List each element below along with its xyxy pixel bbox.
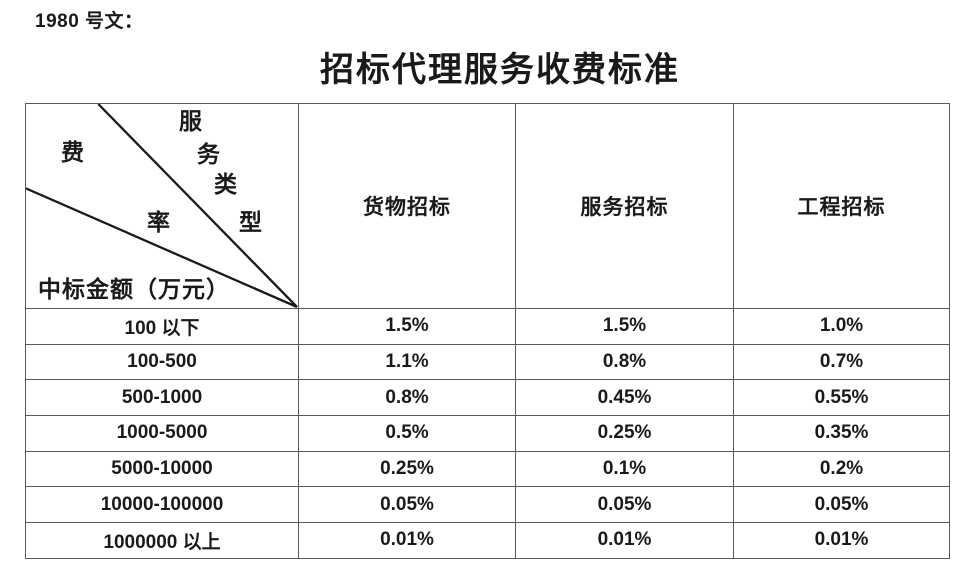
diagonal-label-service-type-char: 服 <box>179 109 202 134</box>
table-row: 100-500 1.1% 0.8% 0.7% <box>25 343 950 381</box>
table-row: 1000-5000 0.5% 0.25% 0.35% <box>25 415 950 452</box>
header-row: 服 务 类 型 费 率 中标金额（万元） 货物招标 服务招标 工程招标 <box>25 103 950 309</box>
fee-rate-cell: 0.8% <box>515 343 734 381</box>
fee-rate-cell: 0.8% <box>298 379 516 417</box>
fee-rate-cell: 0.7% <box>733 343 950 381</box>
page-title: 招标代理服务收费标准 <box>320 52 680 89</box>
fee-rate-cell: 0.01% <box>298 522 516 559</box>
bid-amount-range-cell: 1000000 以上 <box>25 522 299 559</box>
fee-rate-cell: 0.01% <box>733 522 950 559</box>
diagonal-header-cell: 服 务 类 型 费 率 中标金额（万元） <box>25 103 299 309</box>
table-row: 10000-100000 0.05% 0.05% 0.05% <box>25 486 950 524</box>
fee-rate-cell: 0.01% <box>515 522 734 559</box>
diagonal-label-service-type-char: 务 <box>197 142 220 167</box>
diagonal-label-fee-char: 费 <box>61 140 84 165</box>
column-header-service-bidding: 服务招标 <box>515 103 734 309</box>
bid-amount-range-cell: 5000-10000 <box>25 450 299 488</box>
fee-rate-cell: 0.5% <box>298 415 516 452</box>
bid-amount-range-cell: 100-500 <box>25 343 299 381</box>
bid-amount-range-cell: 100 以下 <box>25 308 299 345</box>
fee-rate-cell: 0.35% <box>733 415 950 452</box>
fee-rate-cell: 0.2% <box>733 450 950 488</box>
diagonal-label-rate-char: 率 <box>147 210 170 235</box>
fee-rate-cell: 0.55% <box>733 379 950 417</box>
diagonal-label-bid-amount: 中标金额（万元） <box>38 277 230 303</box>
fee-rate-cell: 0.25% <box>515 415 734 452</box>
doc-number-label: 1980 号文： <box>35 11 144 32</box>
bid-amount-range-cell: 10000-100000 <box>25 486 299 524</box>
fee-rate-cell: 1.5% <box>298 308 516 345</box>
column-header-goods-bidding: 货物招标 <box>298 103 516 309</box>
fee-rate-cell: 0.05% <box>298 486 516 524</box>
table-row: 500-1000 0.8% 0.45% 0.55% <box>25 379 950 417</box>
fee-rate-cell: 0.05% <box>733 486 950 524</box>
bid-amount-range-cell: 500-1000 <box>25 379 299 417</box>
fee-rate-cell: 1.5% <box>515 308 734 345</box>
table-row: 5000-10000 0.25% 0.1% 0.2% <box>25 450 950 488</box>
fee-rate-cell: 1.1% <box>298 343 516 381</box>
table-row: 1000000 以上 0.01% 0.01% 0.01% <box>25 522 950 559</box>
fee-rate-cell: 1.0% <box>733 308 950 345</box>
column-header-engineering-bidding: 工程招标 <box>733 103 950 309</box>
fee-standard-table: 服 务 类 型 费 率 中标金额（万元） 货物招标 服务招标 工程招标 100 … <box>25 103 950 559</box>
table-row: 100 以下 1.5% 1.5% 1.0% <box>25 308 950 345</box>
fee-rate-cell: 0.45% <box>515 379 734 417</box>
fee-rate-cell: 0.1% <box>515 450 734 488</box>
diagonal-label-service-type-char: 型 <box>239 210 262 235</box>
bid-amount-range-cell: 1000-5000 <box>25 415 299 452</box>
diagonal-lines <box>26 104 298 308</box>
diagonal-label-service-type-char: 类 <box>214 172 237 197</box>
fee-rate-cell: 0.05% <box>515 486 734 524</box>
fee-rate-cell: 0.25% <box>298 450 516 488</box>
